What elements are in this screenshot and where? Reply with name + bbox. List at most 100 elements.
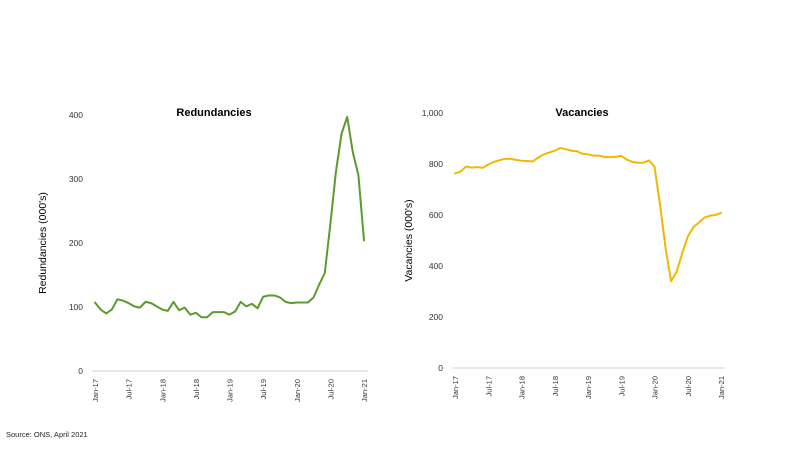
- vacancies-data-point: [681, 252, 683, 254]
- vacancies-series-line: [454, 146, 722, 283]
- vacancies-x-tick-label: Jul-20: [684, 376, 693, 396]
- vacancies-x-tick-label: Jul-18: [551, 376, 560, 396]
- source-note: Source: ONS, April 2021: [6, 430, 88, 439]
- redundancies-chart-title: Redundancies: [176, 107, 251, 119]
- redundancies-data-point: [200, 316, 202, 318]
- redundancies-data-point: [352, 151, 354, 153]
- vacancies-data-point: [509, 158, 511, 160]
- redundancies-y-tick-label: 200: [69, 238, 83, 248]
- redundancies-data-point: [329, 223, 331, 225]
- redundancies-data-point: [296, 302, 298, 304]
- redundancies-data-point: [105, 312, 107, 314]
- vacancies-data-point: [493, 161, 495, 163]
- vacancies-x-tick-label: Jan-20: [651, 376, 660, 399]
- redundancies-data-point: [240, 301, 242, 303]
- vacancies-data-point: [526, 160, 528, 162]
- redundancies-y-tick-label: 0: [78, 366, 83, 376]
- redundancies-data-point: [245, 305, 247, 307]
- redundancies-data-point: [212, 311, 214, 313]
- vacancies-data-point: [626, 159, 628, 161]
- vacancies-y-tick-label: 600: [429, 210, 443, 220]
- vacancies-data-point: [598, 155, 600, 157]
- redundancies-x-tick-label: Jul-19: [259, 379, 268, 399]
- vacancies-data-point: [587, 153, 589, 155]
- redundancies-x-tick-label: Jul-18: [192, 379, 201, 399]
- redundancies-data-point: [189, 314, 191, 316]
- redundancies-x-tick-label: Jan-20: [293, 379, 302, 402]
- vacancies-data-point: [609, 156, 611, 158]
- redundancies-data-point: [167, 310, 169, 312]
- redundancies-data-point: [229, 314, 231, 316]
- redundancies-data-point: [156, 305, 158, 307]
- vacancies-y-tick-label: 1,000: [422, 108, 444, 118]
- redundancies-data-point: [341, 133, 343, 135]
- redundancies-data-point: [122, 300, 124, 302]
- redundancies-y-tick-label: 300: [69, 174, 83, 184]
- vacancies-data-point: [615, 156, 617, 158]
- vacancies-data-point: [482, 167, 484, 169]
- redundancies-data-point: [94, 302, 96, 304]
- vacancies-data-point: [637, 162, 639, 164]
- vacancies-x-tick-label: Jan-21: [717, 376, 726, 399]
- redundancies-data-point: [313, 296, 315, 298]
- redundancies-data-point: [301, 302, 303, 304]
- redundancies-data-point: [257, 307, 259, 309]
- redundancies-data-point: [150, 302, 152, 304]
- vacancies-data-point: [559, 147, 561, 149]
- vacancies-data-point: [714, 214, 716, 216]
- vacancies-data-point: [593, 155, 595, 157]
- vacancies-data-point: [676, 271, 678, 273]
- vacancies-data-point: [570, 150, 572, 152]
- redundancies-data-point: [363, 239, 365, 241]
- vacancies-data-point: [465, 166, 467, 168]
- redundancies-x-tick-label: Jan-19: [226, 379, 235, 402]
- vacancies-x-tick-label: Jan-17: [451, 376, 460, 399]
- redundancies-data-point: [223, 311, 225, 313]
- vacancies-data-point: [460, 171, 462, 173]
- redundancies-data-point: [268, 294, 270, 296]
- redundancies-y-tick-label: 100: [69, 302, 83, 312]
- vacancies-data-point: [532, 160, 534, 162]
- vacancies-data-point: [670, 280, 672, 282]
- redundancies-data-point: [184, 307, 186, 309]
- redundancies-data-point: [324, 272, 326, 274]
- redundancies-data-point: [290, 302, 292, 304]
- redundancies-y-axis-label: Redundancies (000's): [37, 192, 49, 294]
- vacancies-x-tick-label: Jul-17: [484, 376, 493, 396]
- redundancies-data-point: [357, 174, 359, 176]
- vacancies-data-point: [487, 164, 489, 166]
- vacancies-data-point: [565, 148, 567, 150]
- redundancies-data-point: [144, 301, 146, 303]
- vacancies-data-point: [604, 156, 606, 158]
- redundancies-data-point: [111, 309, 113, 311]
- redundancies-data-point: [206, 316, 208, 318]
- vacancies-data-point: [498, 159, 500, 161]
- redundancies-data-point: [234, 310, 236, 312]
- vacancies-data-point: [631, 161, 633, 163]
- vacancies-data-point: [703, 217, 705, 219]
- redundancies-x-tick-label: Jul-20: [326, 379, 335, 399]
- redundancies-data-point: [279, 296, 281, 298]
- vacancies-data-point: [665, 247, 667, 249]
- redundancies-data-point: [195, 312, 197, 314]
- redundancies-data-point: [251, 303, 253, 305]
- redundancies-data-point: [139, 307, 141, 309]
- redundancies-data-point: [335, 170, 337, 172]
- vacancies-data-point: [642, 162, 644, 164]
- vacancies-y-tick-label: 400: [429, 261, 443, 271]
- redundancies-data-point: [262, 296, 264, 298]
- vacancies-data-point: [504, 158, 506, 160]
- redundancies-data-point: [217, 311, 219, 313]
- redundancies-data-point: [178, 309, 180, 311]
- vacancies-chart-title: Vacancies: [555, 107, 608, 119]
- redundancies-data-point: [285, 301, 287, 303]
- vacancies-data-point: [581, 153, 583, 155]
- vacancies-data-point: [554, 150, 556, 152]
- redundancies-x-tick-label: Jan-21: [360, 379, 369, 402]
- vacancies-x-tick-label: Jan-18: [518, 376, 527, 399]
- vacancies-y-tick-label: 0: [438, 363, 443, 373]
- vacancies-data-point: [687, 236, 689, 238]
- vacancies-data-point: [698, 222, 700, 224]
- vacancies-data-point: [471, 167, 473, 169]
